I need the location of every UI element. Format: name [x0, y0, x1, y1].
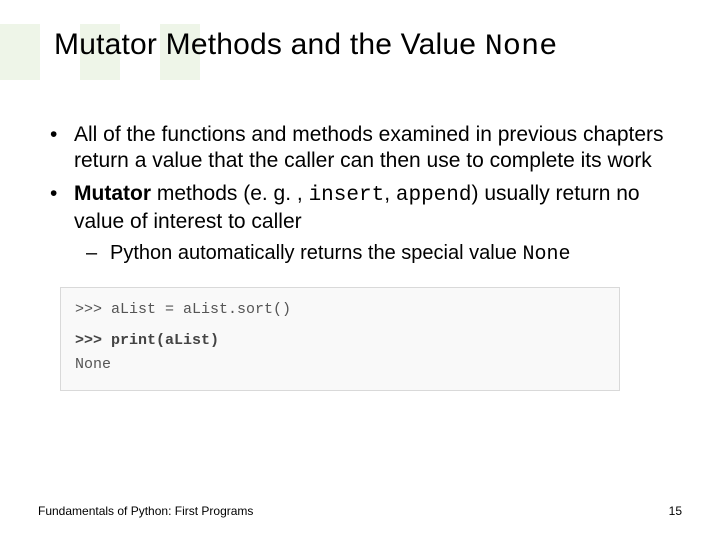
bullet-list: All of the functions and methods examine…	[40, 122, 682, 267]
code-line: >>> aList = aList.sort()	[75, 298, 605, 321]
bullet-text: methods (e. g. ,	[151, 182, 309, 205]
title-code: None	[485, 30, 558, 64]
bullet-text: ,	[384, 182, 396, 205]
bullet-item: Mutator methods (e. g. , insert, append)…	[40, 181, 682, 268]
sub-bullet-code: None	[522, 243, 570, 266]
code-line: >>> print(aList)	[75, 329, 605, 352]
bullet-bold: Mutator	[74, 182, 151, 205]
code-example: >>> aList = aList.sort() >>> print(aList…	[60, 287, 620, 391]
sub-bullet-text: Python automatically returns the special…	[110, 242, 522, 264]
slide-title: Mutator Methods and the Value None	[54, 28, 682, 64]
footer: Fundamentals of Python: First Programs 1…	[38, 504, 682, 518]
bullet-code: insert	[309, 184, 385, 207]
sub-bullet-item: Python automatically returns the special…	[80, 241, 682, 267]
sub-bullet-list: Python automatically returns the special…	[74, 241, 682, 267]
title-text: Mutator Methods and the Value	[54, 28, 485, 61]
footer-text: Fundamentals of Python: First Programs	[38, 504, 253, 518]
bullet-item: All of the functions and methods examine…	[40, 122, 682, 175]
bullet-text: All of the functions and methods examine…	[74, 123, 664, 172]
code-gap	[75, 321, 605, 329]
content-area: All of the functions and methods examine…	[38, 122, 682, 391]
code-line: None	[75, 353, 605, 376]
bullet-code: append	[396, 184, 472, 207]
slide: Mutator Methods and the Value None All o…	[0, 0, 720, 540]
page-number: 15	[669, 504, 682, 518]
